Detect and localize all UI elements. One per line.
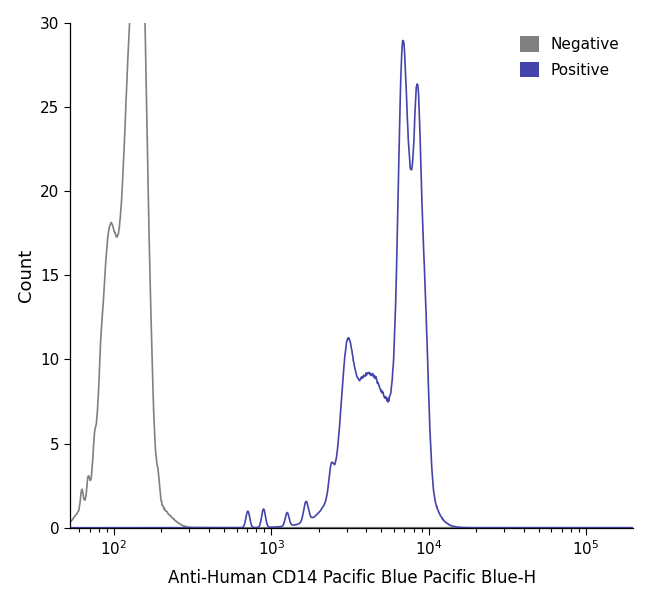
X-axis label: Anti-Human CD14 Pacific Blue Pacific Blue-H: Anti-Human CD14 Pacific Blue Pacific Blu… [168, 570, 536, 587]
Legend: Negative, Positive: Negative, Positive [514, 30, 626, 84]
Y-axis label: Count: Count [17, 249, 34, 302]
